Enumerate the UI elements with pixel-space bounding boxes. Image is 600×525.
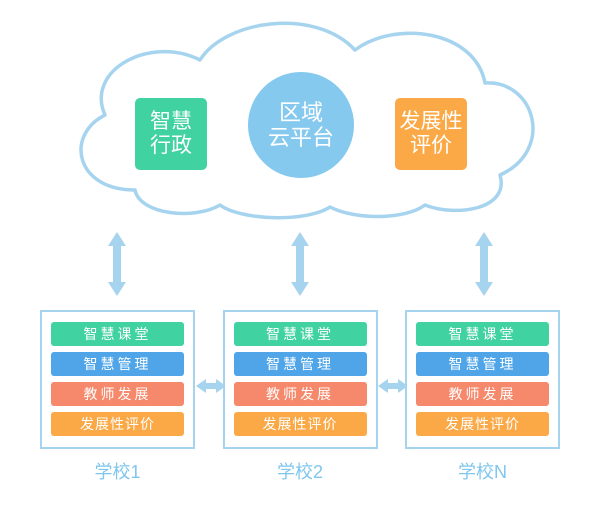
cloud-right-line2: 评价 <box>410 134 452 157</box>
arrow-v-2 <box>287 232 313 296</box>
cloud-center-line2: 云平台 <box>268 125 334 150</box>
school-n-label: 学校N <box>405 458 560 484</box>
pill-teacher-dev: 教师发展 <box>234 382 367 406</box>
pill-smart-manage: 智慧管理 <box>416 352 549 376</box>
cloud-center-line1: 区域 <box>279 100 323 125</box>
cloud-left-line1: 智慧 <box>150 110 192 133</box>
cloud-center-circle: 区域 云平台 <box>248 72 354 178</box>
pill-teacher-dev: 教师发展 <box>51 382 184 406</box>
school-panel: 智慧课堂 智慧管理 教师发展 发展性评价 <box>223 310 378 449</box>
school-panel: 智慧课堂 智慧管理 教师发展 发展性评价 <box>405 310 560 449</box>
arrow-v-1 <box>104 232 130 296</box>
pill-smart-class: 智慧课堂 <box>234 322 367 346</box>
cloud-left-line2: 行政 <box>150 134 192 157</box>
arrow-v-3 <box>471 232 497 296</box>
school-n: 智慧课堂 智慧管理 教师发展 发展性评价 学校N <box>405 310 560 484</box>
pill-smart-manage: 智慧管理 <box>234 352 367 376</box>
school-panel: 智慧课堂 智慧管理 教师发展 发展性评价 <box>40 310 195 449</box>
diagram-canvas: 智慧 行政 区域 云平台 发展性 评价 智慧课堂 <box>0 0 600 525</box>
school-1: 智慧课堂 智慧管理 教师发展 发展性评价 学校1 <box>40 310 195 484</box>
school-2: 智慧课堂 智慧管理 教师发展 发展性评价 学校2 <box>223 310 378 484</box>
cloud-left-box: 智慧 行政 <box>135 98 207 170</box>
pill-smart-manage: 智慧管理 <box>51 352 184 376</box>
pill-dev-eval: 发展性评价 <box>416 412 549 436</box>
pill-smart-class: 智慧课堂 <box>416 322 549 346</box>
cloud-right-line1: 发展性 <box>400 110 463 133</box>
pill-teacher-dev: 教师发展 <box>416 382 549 406</box>
pill-smart-class: 智慧课堂 <box>51 322 184 346</box>
school-2-label: 学校2 <box>223 458 378 484</box>
pill-dev-eval: 发展性评价 <box>51 412 184 436</box>
schools-row: 智慧课堂 智慧管理 教师发展 发展性评价 学校1 智慧课堂 智慧管理 教师发展 … <box>40 310 560 484</box>
pill-dev-eval: 发展性评价 <box>234 412 367 436</box>
school-1-label: 学校1 <box>40 458 195 484</box>
cloud-right-box: 发展性 评价 <box>395 98 467 170</box>
